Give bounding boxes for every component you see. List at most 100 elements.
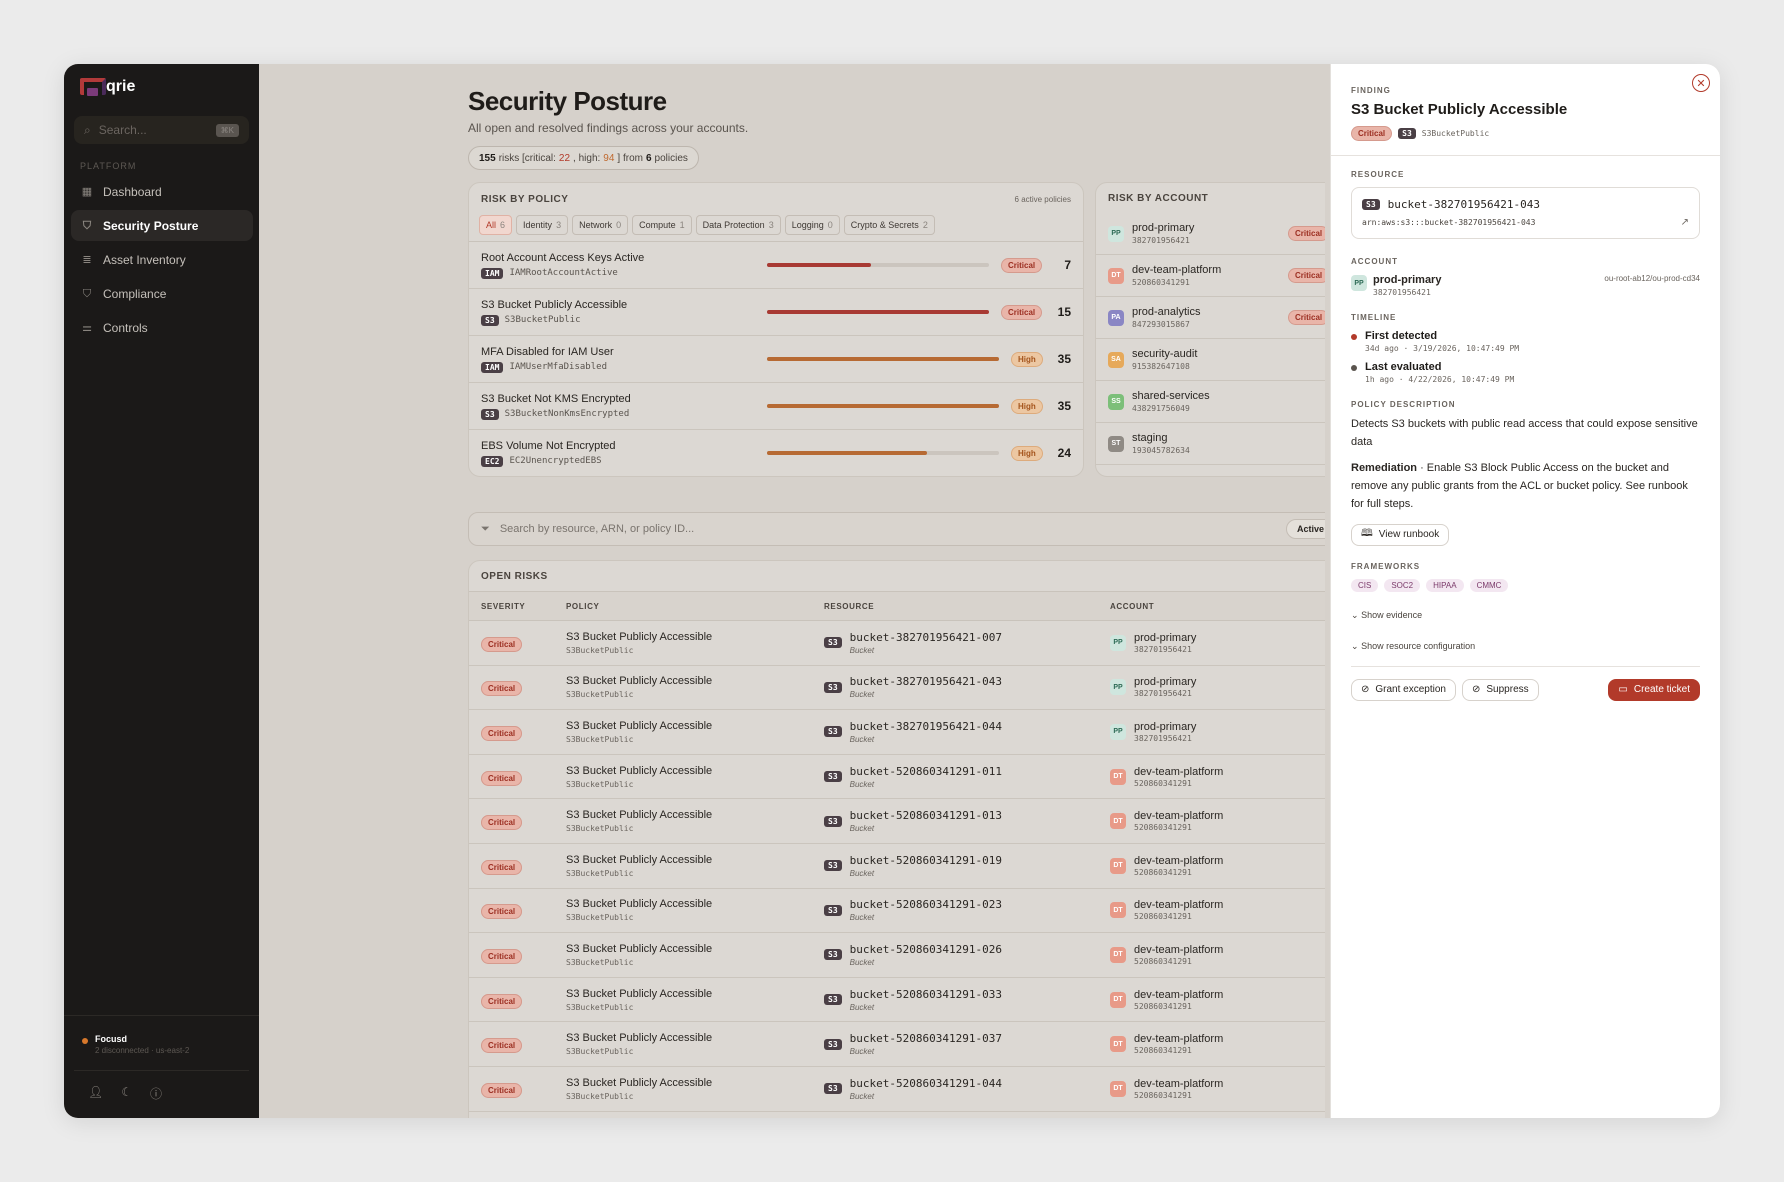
severity-badge: High: [1011, 445, 1043, 461]
filter-chip-crypto-secrets[interactable]: Crypto & Secrets 2: [843, 215, 935, 235]
summary-text: , high:: [573, 152, 601, 164]
sidebar-item-label: Dashboard: [103, 184, 162, 199]
show-config-toggle[interactable]: ⌄ Show resource configuration: [1351, 641, 1700, 652]
risk-by-policy-card: RISK BY POLICY 6 active policies All 6 Ide…: [468, 182, 1084, 477]
policy-id: S3BucketPublic: [566, 824, 634, 834]
resource-name: bucket-382701956421-043: [1387, 198, 1540, 211]
sidebar-item-label: Asset Inventory: [103, 252, 186, 267]
timeline-dot: [1351, 334, 1357, 340]
create-ticket-button[interactable]: ▭ Create ticket: [1608, 678, 1700, 701]
remediation: Remediation · Enable S3 Block Public Acc…: [1351, 459, 1700, 513]
account-avatar: SS: [1108, 393, 1124, 410]
sidebar-item-label: Security Posture: [103, 218, 199, 233]
table-row[interactable]: Critical S3 Bucket Publicly Accessible S3…: [469, 710, 1325, 755]
table-row[interactable]: Critical S3 Bucket Publicly Accessible S3…: [469, 978, 1325, 1023]
policy-id: S3BucketPublic: [566, 1002, 634, 1012]
sidebar-item-asset-inventory[interactable]: ≣ Asset Inventory: [71, 244, 253, 275]
s3-icon: S3: [824, 949, 842, 961]
account-label: ACCOUNT: [1351, 257, 1398, 266]
timeline-time: 1h ago · 4/22/2026, 10:47:49 PM: [1365, 375, 1515, 384]
help-icon[interactable]: ⓘ: [150, 1087, 163, 1101]
table-row[interactable]: Critical S3 Bucket Publicly Accessible S3…: [469, 933, 1325, 978]
filter-chip-data-protection[interactable]: Data Protection 3: [695, 215, 781, 235]
table-row[interactable]: Critical S3 Bucket Publicly Accessible S3…: [469, 844, 1325, 889]
shield-off-icon: ⊘: [1472, 684, 1481, 695]
logo[interactable]: qrie: [80, 78, 135, 96]
connection-status[interactable]: Focusd 2 disconnected · us-east-2: [64, 1015, 259, 1073]
policy-name: MFA Disabled for IAM User: [481, 345, 614, 358]
filter-chip-compute[interactable]: Compute 1: [632, 215, 692, 235]
severity-badge: Critical: [481, 1038, 523, 1054]
filter-chip-network[interactable]: Network 0: [572, 215, 629, 235]
col-policy[interactable]: POLICY: [566, 601, 600, 611]
account-row[interactable]: PP prod-primary 382701956421 Critical: [1096, 213, 1325, 255]
resource-type: Bucket: [849, 1002, 875, 1012]
account-row[interactable]: DT dev-team-platform 520860341291 Critic…: [1096, 255, 1325, 297]
show-evidence-toggle[interactable]: ⌄ Show evidence: [1351, 610, 1700, 621]
resource-card[interactable]: S3 bucket-382701956421-043 arn:aws:s3:::…: [1351, 187, 1700, 239]
table-row[interactable]: Critical S3 Bucket Publicly Accessible S3…: [469, 1022, 1325, 1067]
account-id: 520860341291: [1134, 1090, 1192, 1100]
sidebar-item-compliance[interactable]: ⛉ Compliance: [71, 278, 253, 309]
policy-id: S3BucketNonKmsEncrypted: [504, 409, 630, 419]
chip-label: Compute: [639, 220, 676, 230]
account-row[interactable]: PA prod-analytics 847293015867 Critical: [1096, 297, 1325, 339]
col-severity[interactable]: SEVERITY: [481, 601, 526, 611]
summary-text: ] from: [617, 152, 643, 164]
search-icon: ⌕: [84, 122, 91, 137]
table-row[interactable]: Critical S3 Bucket Publicly Accessible S3…: [469, 755, 1325, 800]
ticket-icon: ▭: [1618, 684, 1628, 695]
account-name: dev-team-platform: [1134, 1077, 1224, 1090]
table-row[interactable]: Critical S3 Bucket Publicly Accessible S3…: [469, 621, 1325, 666]
page-subtitle: All open and resolved findings across yo…: [468, 121, 749, 135]
risk-by-account-card: RISK BY ACCOUNT PP prod-primary 38270195…: [1095, 182, 1325, 477]
resource-label: RESOURCE: [1351, 170, 1405, 179]
table-row[interactable]: Critical S3 Bucket Publicly Accessible S3…: [469, 666, 1325, 711]
account-id: 382701956421: [1134, 689, 1192, 699]
risk-bar-fill: [767, 451, 928, 455]
sidebar-item-security-posture[interactable]: ⛉ Security Posture: [71, 210, 253, 241]
severity-badge: Critical: [1001, 304, 1043, 320]
policy-id: S3BucketPublic: [566, 868, 634, 878]
search-input[interactable]: ⌕ Search... ⌘K: [74, 116, 249, 144]
policy-row[interactable]: EBS Volume Not Encrypted EC2 EC2Unencrypt…: [469, 430, 1083, 476]
filter-chip-logging[interactable]: Logging 0: [784, 215, 840, 235]
resource-name: bucket-520860341291-023: [849, 898, 1002, 912]
external-link-icon[interactable]: ↗: [1680, 217, 1689, 228]
sidebar-item-controls[interactable]: ⚌ Controls: [71, 312, 253, 343]
view-runbook-button[interactable]: 🕮 View runbook: [1351, 523, 1450, 546]
status-dot: [82, 1038, 88, 1044]
moon-icon[interactable]: ☾: [121, 1085, 132, 1099]
risk-count: 35: [1057, 352, 1071, 366]
chip-count: 3: [768, 220, 774, 230]
close-icon[interactable]: ✕: [1692, 74, 1710, 92]
framework-tag: HIPAA: [1426, 578, 1464, 592]
grant-exception-button[interactable]: ⊘ Grant exception: [1351, 678, 1456, 701]
sidebar-item-dashboard[interactable]: ▦ Dashboard: [71, 176, 253, 207]
filter-chip-identity[interactable]: Identity 3: [516, 215, 569, 235]
col-resource[interactable]: RESOURCE: [824, 601, 875, 611]
policy-row[interactable]: Root Account Access Keys Active IAM IAMRo…: [469, 242, 1083, 289]
policy-id: IAMRootAccountActive: [509, 268, 618, 278]
user-icon[interactable]: 👤︎: [88, 1085, 104, 1099]
account-row[interactable]: SA security-audit 915382647108: [1096, 339, 1325, 381]
table-row[interactable]: Critical S3 Bucket Publicly Accessible S3…: [469, 889, 1325, 934]
risk-search-input[interactable]: ⏷ Search by resource, ARN, or policy ID.…: [468, 512, 1325, 546]
policy-row[interactable]: MFA Disabled for IAM User IAM IAMUserMfaD…: [469, 336, 1083, 383]
col-account[interactable]: ACCOUNT: [1110, 601, 1155, 611]
status-filter-active[interactable]: Active: [1285, 519, 1325, 539]
filter-chip-all[interactable]: All 6: [479, 215, 513, 235]
table-row[interactable]: Critical S3 Bucket Publicly Accessible S3…: [469, 1067, 1325, 1112]
remediation-label: Remediation: [1351, 462, 1418, 474]
account-avatar: PP: [1110, 723, 1126, 740]
timeline-last: Last evaluated 1h ago · 4/22/2026, 10:47:…: [1351, 361, 1700, 384]
table-row[interactable]: Critical S3 Bucket Publicly Accessible S3…: [469, 799, 1325, 844]
suppress-button[interactable]: ⊘ Suppress: [1462, 678, 1539, 701]
account-avatar: DT: [1110, 902, 1126, 919]
account-name: staging: [1132, 432, 1168, 444]
s3-icon: S3: [824, 1083, 842, 1095]
account-row[interactable]: ST staging 193045782634: [1096, 423, 1325, 465]
policy-row[interactable]: S3 Bucket Not KMS Encrypted S3 S3BucketNo…: [469, 383, 1083, 430]
policy-row[interactable]: S3 Bucket Publicly Accessible S3 S3Bucket…: [469, 289, 1083, 336]
account-row[interactable]: SS shared-services 438291756049: [1096, 381, 1325, 423]
